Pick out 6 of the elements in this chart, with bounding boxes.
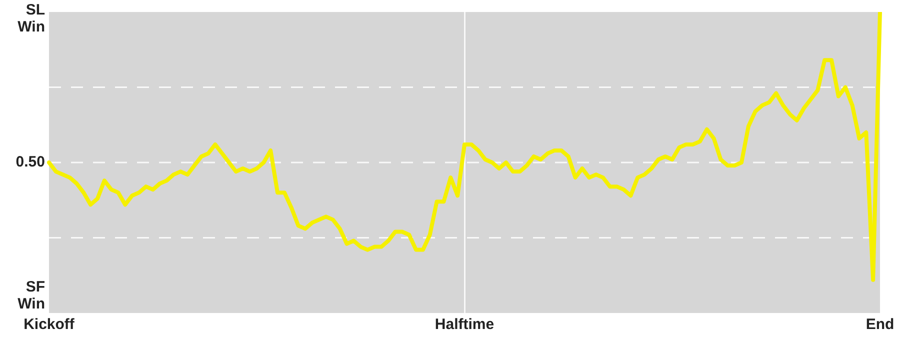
x-tick-label: Halftime (434, 316, 494, 334)
ref-line-label: 0.50 (16, 154, 45, 171)
x-tick-label: End (866, 316, 894, 334)
text: SF Win (18, 278, 45, 313)
x-tick-label: Kickoff (24, 316, 76, 334)
text: SL Win (18, 2, 45, 36)
